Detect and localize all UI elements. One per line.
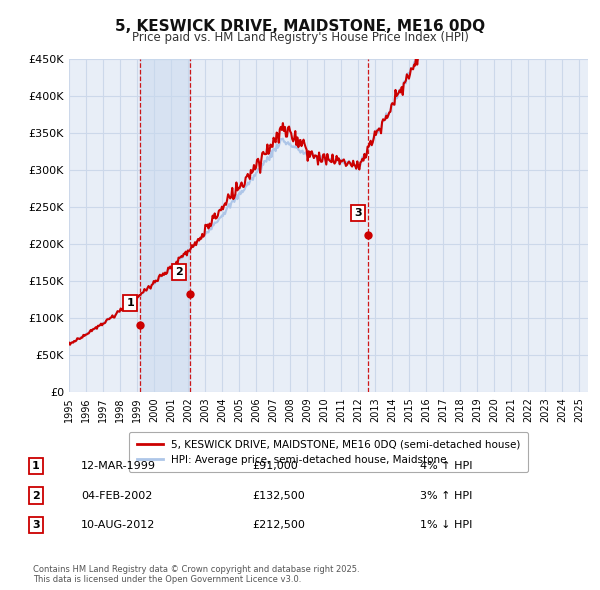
Text: Contains HM Land Registry data © Crown copyright and database right 2025.
This d: Contains HM Land Registry data © Crown c… [33,565,359,584]
Text: 5, KESWICK DRIVE, MAIDSTONE, ME16 0DQ: 5, KESWICK DRIVE, MAIDSTONE, ME16 0DQ [115,19,485,34]
Text: 12-MAR-1999: 12-MAR-1999 [81,461,156,471]
Bar [140,59,190,392]
Text: 2: 2 [176,267,184,277]
Text: £91,000: £91,000 [252,461,298,471]
Text: Price paid vs. HM Land Registry's House Price Index (HPI): Price paid vs. HM Land Registry's House … [131,31,469,44]
Text: 4% ↑ HPI: 4% ↑ HPI [420,461,473,471]
Text: 3% ↑ HPI: 3% ↑ HPI [420,491,472,500]
Text: 2: 2 [32,491,40,500]
Legend: 5, KESWICK DRIVE, MAIDSTONE, ME16 0DQ (semi-detached house), HPI: Average price,: 5, KESWICK DRIVE, MAIDSTONE, ME16 0DQ (s… [130,432,527,472]
Text: £212,500: £212,500 [252,520,305,530]
Text: 04-FEB-2002: 04-FEB-2002 [81,491,152,500]
Text: 1% ↓ HPI: 1% ↓ HPI [420,520,472,530]
Text: 10-AUG-2012: 10-AUG-2012 [81,520,155,530]
Text: 1: 1 [126,298,134,308]
Text: £132,500: £132,500 [252,491,305,500]
Text: 1: 1 [32,461,40,471]
Text: 3: 3 [32,520,40,530]
Text: 3: 3 [355,208,362,218]
